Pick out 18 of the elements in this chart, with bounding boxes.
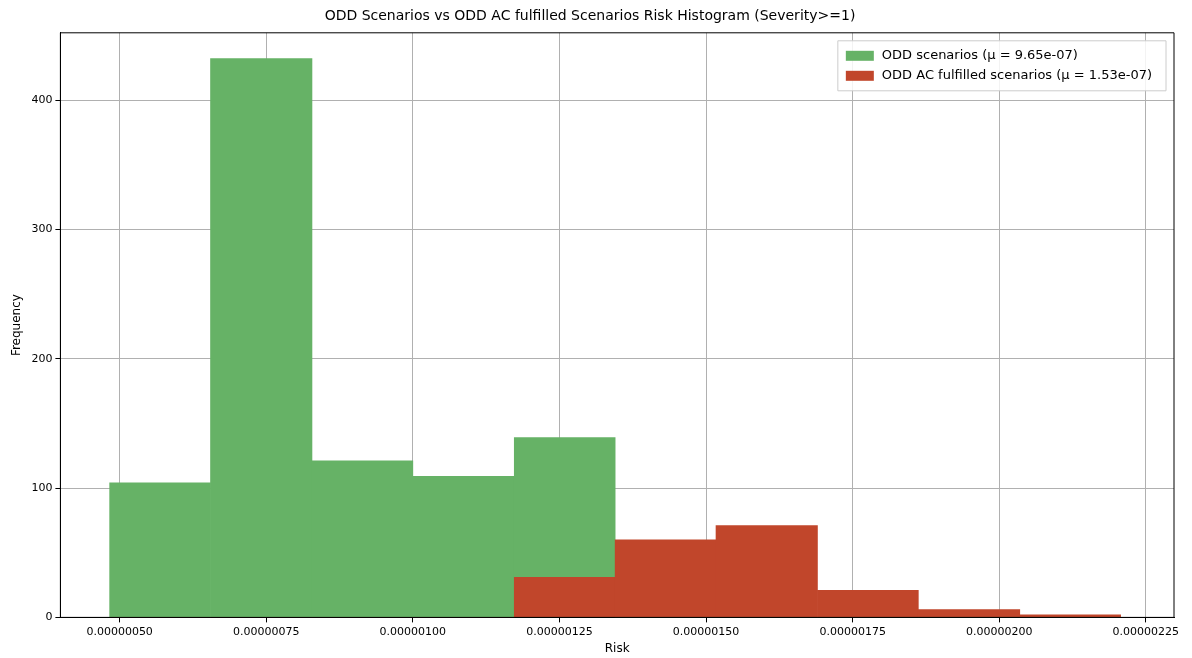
y-tick-label: 300 bbox=[31, 222, 53, 236]
y-axis-title: Frequency bbox=[9, 294, 24, 357]
x-tick-label: 0.00000175 bbox=[819, 624, 886, 638]
x-tick-label: 0.00000075 bbox=[232, 624, 300, 638]
x-tick-label: 0.00000200 bbox=[966, 624, 1033, 638]
x-axis-title: Risk bbox=[604, 640, 630, 655]
x-tick-label: 0.00000125 bbox=[526, 624, 593, 638]
legend-label: ODD AC fulfilled scenarios (μ = 1.53e-07) bbox=[881, 67, 1152, 83]
y-tick-label: 400 bbox=[31, 92, 53, 106]
x-tick-label: 0.00000150 bbox=[672, 624, 740, 638]
y-tick-label: 0 bbox=[45, 610, 53, 624]
x-tick-label: 0.00000225 bbox=[1112, 624, 1180, 638]
x-tick-label: 0.00000050 bbox=[86, 624, 153, 638]
x-tick-label: 0.00000100 bbox=[379, 624, 447, 638]
y-tick-label: 100 bbox=[31, 480, 53, 494]
legend-label: ODD scenarios (μ = 9.65e-07) bbox=[881, 47, 1078, 63]
y-tick-label: 200 bbox=[31, 351, 53, 365]
chart-title: ODD Scenarios vs ODD AC fulfilled Scenarios Risk Histogram (Severity>=1) bbox=[324, 7, 856, 24]
